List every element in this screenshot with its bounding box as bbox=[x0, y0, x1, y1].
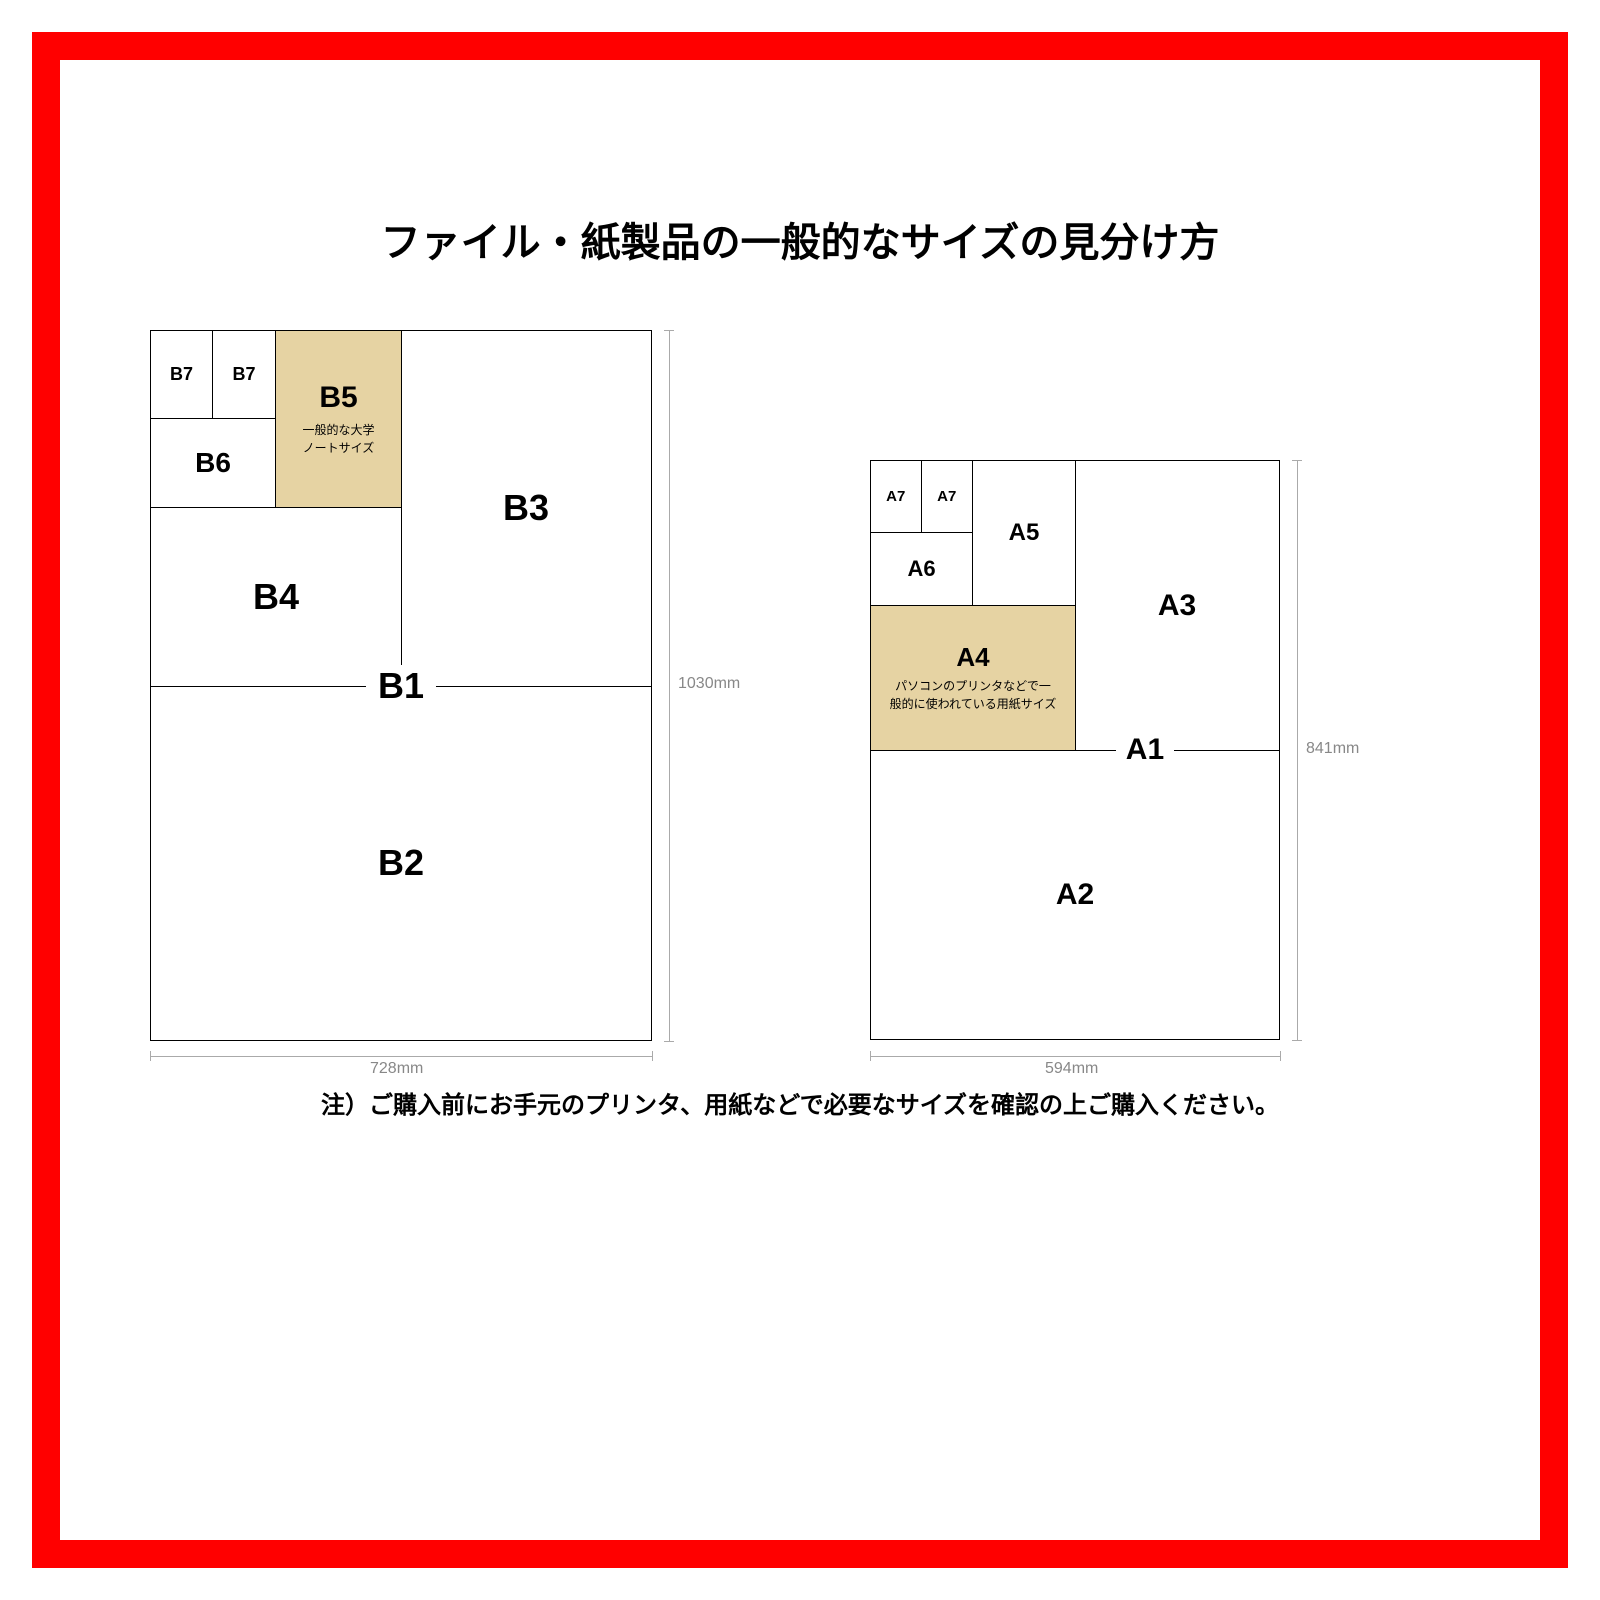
cell-b2: B2 bbox=[151, 686, 651, 1041]
b-height-dim: 1030mm bbox=[678, 675, 740, 693]
cell-a7-left: A7 bbox=[871, 461, 922, 532]
a-width-dim: 594mm bbox=[1045, 1060, 1098, 1078]
cell-a6: A6 bbox=[871, 533, 972, 605]
cell-a2: A2 bbox=[871, 750, 1279, 1039]
b-series-diagram: B7 B7 B6 B5 一般的な大学 ノートサイズ bbox=[150, 330, 652, 1041]
cell-a5: A5 bbox=[973, 461, 1075, 605]
cell-b4: B4 bbox=[151, 508, 401, 685]
cell-b7-right: B7 bbox=[213, 331, 275, 418]
cell-a4-label: A4 bbox=[956, 642, 989, 673]
cell-b6: B6 bbox=[151, 419, 275, 507]
cell-b5-sub: 一般的な大学 ノートサイズ bbox=[302, 421, 374, 457]
cell-b7-left: B7 bbox=[151, 331, 213, 418]
cell-a4-sub: パソコンのプリンタなどで一 般的に使われている用紙サイズ bbox=[890, 677, 1057, 713]
b-width-dim: 728mm bbox=[370, 1060, 423, 1078]
cell-b5-label: B5 bbox=[319, 381, 357, 415]
cell-a3: A3 bbox=[1075, 461, 1279, 750]
a-height-dim: 841mm bbox=[1306, 740, 1359, 758]
cell-a4: A4 パソコンのプリンタなどで一 般的に使われている用紙サイズ bbox=[871, 606, 1075, 751]
cell-a7-right: A7 bbox=[922, 461, 973, 532]
cell-b3: B3 bbox=[401, 331, 651, 686]
a-series-diagram: A7 A7 A6 A5 A4 パソコンのプリンタなどで一 般的に使われている用紙… bbox=[870, 460, 1280, 1040]
cell-b5: B5 一般的な大学 ノートサイズ bbox=[276, 331, 401, 507]
footnote: 注）ご購入前にお手元のプリンタ、用紙などで必要なサイズを確認の上ご購入ください。 bbox=[100, 1085, 1500, 1120]
page-title: ファイル・紙製品の一般的なサイズの見分け方 bbox=[100, 210, 1500, 268]
